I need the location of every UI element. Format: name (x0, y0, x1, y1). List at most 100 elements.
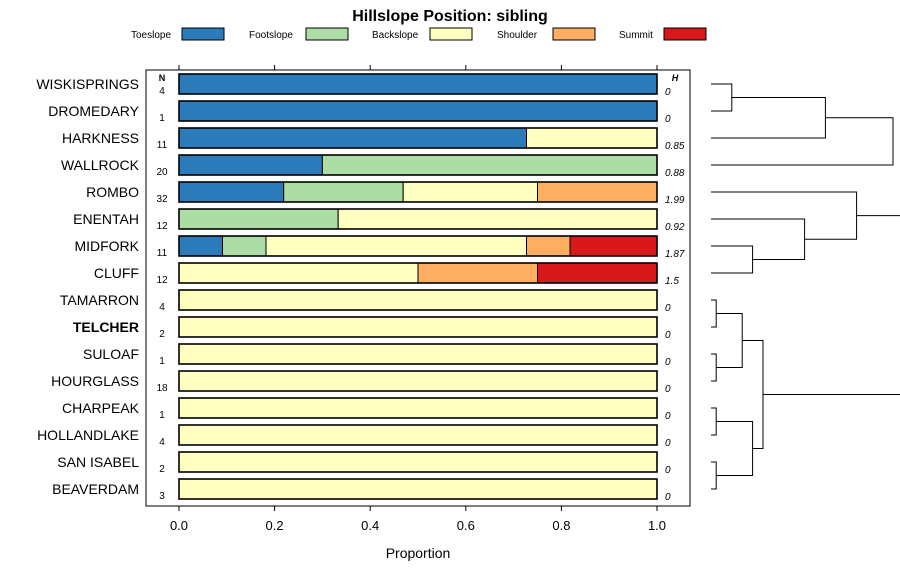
bar-segment-backslope (178, 343, 658, 365)
bar-row-hourglass (178, 370, 658, 392)
bar-segment-backslope (178, 316, 658, 338)
bar-row-hollandlake (178, 424, 658, 446)
n-value: 4 (159, 302, 165, 313)
dendrogram-branch (711, 299, 717, 328)
h-value: 0 (665, 411, 671, 422)
dendrogram-branch (711, 461, 717, 490)
n-value: 32 (156, 194, 168, 205)
x-tick-label: 0.8 (552, 518, 570, 533)
dendrogram-branch (711, 245, 754, 274)
n-value: 3 (159, 491, 165, 502)
plot-border (145, 69, 691, 507)
bar-row-wiskisprings (178, 73, 658, 95)
bar-outline (178, 424, 658, 446)
bar-outline (178, 127, 658, 149)
legend: Toeslope Footslope Backslope Shoulder Summit (131, 27, 707, 41)
bar-outline (178, 451, 658, 473)
bar-segment-backslope (178, 451, 658, 473)
row-label: WALLROCK (61, 157, 140, 173)
h-value: 0.85 (665, 141, 685, 152)
row-label: TAMARRON (60, 292, 139, 308)
legend-label-toeslope: Toeslope (131, 30, 171, 41)
h-value: 0 (665, 357, 671, 368)
legend-swatch-toeslope (181, 27, 225, 41)
bar-outline (178, 154, 658, 176)
row-label: ROMBO (86, 184, 139, 200)
n-value: 4 (159, 437, 165, 448)
bar-row-cluff (178, 262, 658, 284)
dendrogram-branch (763, 215, 900, 395)
bar-row-suloaf (178, 343, 658, 365)
bar-outline (178, 397, 658, 419)
bar-outline (178, 73, 658, 95)
row-label: SULOAF (83, 346, 139, 362)
legend-swatch-backslope (429, 27, 473, 41)
n-column-header: N (159, 73, 166, 83)
h-value: 1.5 (665, 276, 679, 287)
x-tick-label: 0.0 (170, 518, 188, 533)
bar-outline (178, 343, 658, 365)
h-value: 0 (665, 114, 671, 125)
bar-row-tamarron (178, 289, 658, 311)
dendrogram-branch (711, 218, 806, 260)
n-value: 1 (159, 356, 165, 367)
bar-segment-toeslope (178, 127, 528, 149)
bar-segment-shoulder (417, 262, 538, 284)
bar-segment-backslope (178, 370, 658, 392)
n-value: 1 (159, 113, 165, 124)
legend-swatch-shoulder (552, 27, 596, 41)
bar-outline (178, 235, 658, 257)
bar-row-wallrock (178, 154, 658, 176)
n-value: 11 (157, 248, 168, 259)
bar-segment-footslope (178, 208, 339, 230)
row-label: BEAVERDAM (52, 481, 139, 497)
bars-layer (178, 73, 658, 500)
bar-segment-shoulder (537, 181, 658, 203)
bar-row-telcher (178, 316, 658, 338)
bar-outline (178, 370, 658, 392)
bar-segment-backslope (526, 127, 658, 149)
bar-segment-backslope (337, 208, 658, 230)
legend-label-summit: Summit (619, 30, 653, 41)
n-value: 2 (159, 329, 165, 340)
h-column-header: H (672, 73, 679, 83)
row-label: HOLLANDLAKE (37, 427, 139, 443)
dendrogram-branch (711, 97, 826, 139)
x-axis: 0.0 0.2 0.4 0.6 0.8 1.0 (170, 65, 666, 533)
bar-outline (178, 208, 658, 230)
bar-segment-backslope (178, 289, 658, 311)
h-value: 1.87 (665, 249, 685, 260)
h-value: 0.92 (665, 222, 685, 233)
n-value: 2 (159, 464, 165, 475)
bar-row-dromedary (178, 100, 658, 122)
legend-label-footslope: Footslope (249, 30, 293, 41)
h-value: 0 (665, 303, 671, 314)
chart-title: Hillslope Position: sibling (352, 8, 548, 25)
bar-segment-footslope (221, 235, 267, 257)
bar-row-san-isabel (178, 451, 658, 473)
n-value: 12 (156, 221, 168, 232)
dendrogram (711, 83, 900, 490)
bar-segment-backslope (265, 235, 528, 257)
bar-segment-footslope (283, 181, 404, 203)
bar-segment-summit (569, 235, 658, 257)
bar-outline (178, 316, 658, 338)
bar-segment-toeslope (178, 73, 658, 95)
bar-outline (178, 100, 658, 122)
x-axis-label: Proportion (386, 545, 451, 561)
bar-segment-backslope (178, 262, 419, 284)
bar-segment-summit (537, 262, 658, 284)
dendrogram-branch (711, 407, 717, 436)
dendrogram-branch (711, 117, 894, 166)
h-value: 0 (665, 465, 671, 476)
bar-row-rombo (178, 181, 658, 203)
bar-segment-shoulder (526, 235, 571, 257)
bar-segment-backslope (178, 424, 658, 446)
bar-segment-backslope (178, 478, 658, 500)
h-value: 0 (665, 87, 671, 98)
bar-row-beaverdam (178, 478, 658, 500)
row-label: MIDFORK (74, 238, 139, 254)
dendrogram-branch (716, 421, 754, 476)
